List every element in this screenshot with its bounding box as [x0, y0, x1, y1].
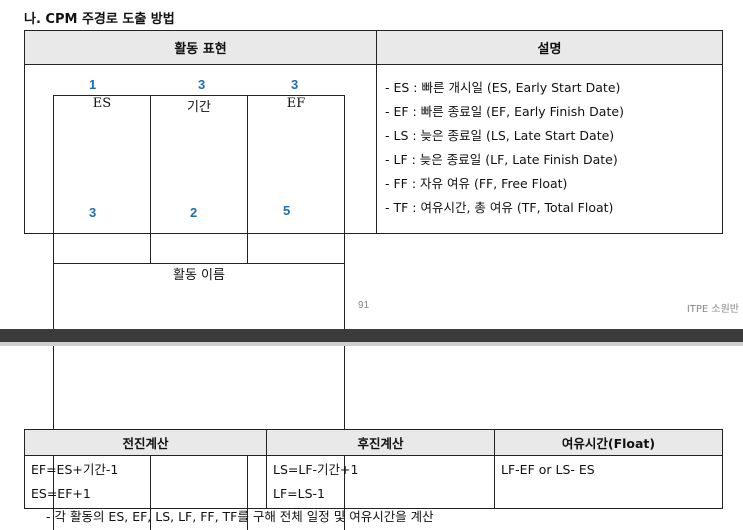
header-float: 여유시간(Float)	[494, 429, 723, 456]
description-ls: - LS : 늦은 종료일 (LS, Late Start Date)	[385, 128, 615, 143]
node-activity-name: 활동 이름	[53, 263, 345, 432]
description-cell: - ES : 빠른 개시일 (ES, Early Start Date) - E…	[376, 64, 723, 234]
description-lf: - LF : 늦은 종료일 (LF, Late Finish Date)	[385, 152, 618, 167]
forward-pass-cell: EF=ES+기간-1 ES=EF+1	[24, 455, 267, 509]
forward-formula-es: ES=EF+1	[31, 486, 91, 501]
page-number: 91	[358, 300, 370, 311]
top-number-es: 1	[89, 77, 97, 92]
description-list: - ES : 빠른 개시일 (ES, Early Start Date) - E…	[377, 65, 722, 220]
cpm-method-table: 활동 표현 설명 1 3 3 ES 기간 EF 활동 이름	[24, 30, 723, 530]
description-ff: - FF : 자유 여유 (FF, Free Float)	[385, 176, 568, 191]
description-es: - ES : 빠른 개시일 (ES, Early Start Date)	[385, 80, 621, 95]
forward-formula-ef: EF=ES+기간-1	[31, 462, 119, 477]
backward-formula-ls: LS=LF-기간+1	[273, 462, 359, 477]
footer-brand: ITPE 소원반	[686, 304, 739, 315]
section-title: 나. CPM 주경로 도출 방법	[24, 12, 175, 27]
bottom-number-float: 2	[190, 205, 198, 220]
description-ef: - EF : 빠른 종료일 (EF, Early Finish Date)	[385, 104, 624, 119]
backward-formula-lf: LF=LS-1	[273, 486, 325, 501]
activity-node-diagram: 1 3 3 ES 기간 EF 활동 이름 LS 여유시간 LF	[25, 65, 376, 530]
node-duration: 기간	[150, 95, 248, 264]
page-separator-shadow	[0, 342, 743, 346]
bottom-number-ls: 3	[89, 205, 97, 220]
node-ef: EF	[247, 95, 345, 264]
header-description: 설명	[376, 30, 723, 65]
header-backward-pass: 후진계산	[266, 429, 495, 456]
top-number-duration: 3	[198, 77, 206, 92]
footnote: - 각 활동의 ES, EF, LS, LF, FF, TF를 구해 전체 일정…	[46, 509, 434, 524]
header-activity-notation: 활동 표현	[24, 30, 377, 65]
activity-notation-cell: 1 3 3 ES 기간 EF 활동 이름 LS 여유시간 LF	[24, 64, 377, 530]
page-separator	[0, 329, 743, 342]
bottom-number-lf: 5	[283, 203, 291, 218]
top-number-ef: 3	[291, 77, 299, 92]
float-formula: LF-EF or LS- ES	[501, 462, 595, 477]
backward-pass-cell: LS=LF-기간+1 LF=LS-1	[266, 455, 495, 509]
node-es: ES	[53, 95, 151, 264]
float-cell: LF-EF or LS- ES	[494, 455, 723, 509]
calculation-table: 전진계산 후진계산 여유시간(Float) EF=ES+기간-1 ES=EF+1…	[24, 429, 723, 509]
description-tf: - TF : 여유시간, 총 여유 (TF, Total Float)	[385, 200, 614, 215]
header-forward-pass: 전진계산	[24, 429, 267, 456]
